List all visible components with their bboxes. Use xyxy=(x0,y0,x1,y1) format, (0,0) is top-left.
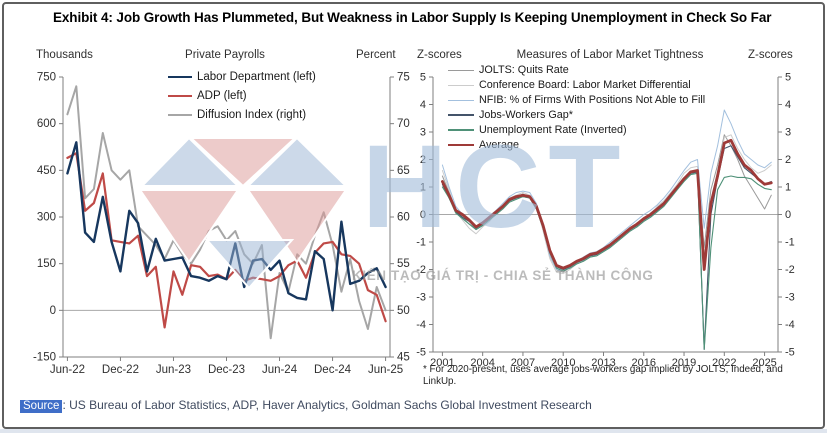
source-chip: Source xyxy=(20,400,63,413)
right-tick-label: 75 xyxy=(397,72,410,84)
legend-label: NFIB: % of Firms With Positions Not Able… xyxy=(479,94,706,106)
left-tick-label: 600 xyxy=(37,118,56,130)
left-chart-legend: Labor Department (left) ADP (left) Diffusi… xyxy=(168,71,316,121)
right-tick-label: 45 xyxy=(397,352,410,364)
right-tick-label: 4 xyxy=(785,99,791,111)
right-tick-label: 70 xyxy=(397,118,410,130)
left-chart-units-label: Thousands xyxy=(36,49,93,61)
legend-item: JOLTS: Quits Rate xyxy=(448,64,705,76)
left-tick-label: 0 xyxy=(420,209,426,221)
right-tick-label: 0 xyxy=(785,209,791,221)
legend-swatch xyxy=(448,114,474,116)
x-tick-label: Jun-25 xyxy=(368,364,403,376)
legend-item: Labor Department (left) xyxy=(168,71,316,83)
series-labor-department-left xyxy=(66,141,387,312)
x-tick-label: Jun-22 xyxy=(50,364,85,376)
right-tick-label: 55 xyxy=(397,258,410,270)
series-diffusion-index-right xyxy=(66,85,387,340)
right-tick-label: -3 xyxy=(785,292,795,304)
x-tick-label: 2013 xyxy=(591,357,615,369)
legend-label: Diffusion Index (right) xyxy=(197,109,307,121)
right-chart-left-units-label: Z-scores xyxy=(417,49,462,61)
left-tick-label: 0 xyxy=(50,305,56,317)
left-tick-label: 3 xyxy=(420,127,426,139)
left-tick-label: 2 xyxy=(420,154,426,166)
right-tick-label: 1 xyxy=(785,182,791,194)
labor-market-tightness-chart: 5 4 3 2 1 0 -1 -2 -3 -4 -5 5 4 3 2 1 0 -1 -2 -3 -4 -5 2001 2004… xyxy=(416,72,795,370)
legend-swatch xyxy=(448,129,474,131)
legend-swatch xyxy=(448,99,474,101)
x-tick-label: Jun-24 xyxy=(262,364,298,376)
left-tick-label: -4 xyxy=(416,319,426,331)
left-tick-label: -1 xyxy=(416,237,426,249)
right-tick-label: 2 xyxy=(785,154,791,166)
left-tick-label: 750 xyxy=(37,72,56,84)
right-tick-label: 50 xyxy=(397,305,410,317)
right-tick-label: 60 xyxy=(397,212,410,224)
left-tick-label: 4 xyxy=(420,99,426,111)
x-tick-label: Dec-23 xyxy=(208,364,245,376)
x-tick-label: 2022 xyxy=(712,357,736,369)
legend-item: Conference Board: Labor Market Different… xyxy=(448,79,705,91)
x-tick-label: Dec-22 xyxy=(102,364,139,376)
legend-label: Labor Department (left) xyxy=(197,71,316,83)
right-tick-label: -1 xyxy=(785,237,795,249)
left-tick-label: -2 xyxy=(416,264,426,276)
legend-item: Average xyxy=(448,139,705,151)
right-tick-label: 65 xyxy=(397,165,410,177)
left-tick-label: -150 xyxy=(33,352,56,364)
legend-swatch xyxy=(168,94,192,98)
right-tick-label: -5 xyxy=(785,347,795,359)
x-tick-label: 2007 xyxy=(511,357,535,369)
left-chart-title: Private Payrolls xyxy=(185,49,265,61)
left-chart-right-units-label: Percent xyxy=(356,49,396,61)
x-tick-label: 2010 xyxy=(551,357,575,369)
source-text: : US Bureau of Labor Statistics, ADP, Ha… xyxy=(62,398,592,412)
legend-label: ADP (left) xyxy=(197,90,247,102)
exhibit-title: Exhibit 4: Job Growth Has Plummeted, But… xyxy=(53,10,772,25)
x-tick-label: Dec-24 xyxy=(314,364,352,376)
legend-swatch xyxy=(168,114,192,116)
x-tick-label: 2019 xyxy=(672,357,696,369)
legend-item: NFIB: % of Firms With Positions Not Able… xyxy=(448,94,705,106)
legend-label: JOLTS: Quits Rate xyxy=(479,64,569,76)
bottom-strip xyxy=(0,429,827,433)
left-tick-label: 450 xyxy=(37,165,56,177)
legend-label: Conference Board: Labor Market Different… xyxy=(479,79,691,91)
legend-item: Diffusion Index (right) xyxy=(168,109,316,121)
right-chart-right-units-label: Z-scores xyxy=(748,49,793,61)
x-tick-label: 2001 xyxy=(430,357,454,369)
legend-swatch xyxy=(448,143,474,147)
x-tick-label: 2004 xyxy=(470,357,494,369)
left-tick-label: 300 xyxy=(37,212,56,224)
left-tick-label: 150 xyxy=(37,258,56,270)
legend-item: ADP (left) xyxy=(168,90,316,102)
right-tick-label: 5 xyxy=(785,72,791,84)
left-tick-label: 1 xyxy=(420,182,426,194)
left-tick-label: -5 xyxy=(416,347,426,359)
legend-swatch xyxy=(168,75,192,79)
source-line: Source: US Bureau of Labor Statistics, A… xyxy=(20,398,592,413)
x-tick-label: 2025 xyxy=(752,357,776,369)
left-tick-label: 5 xyxy=(420,72,426,84)
x-tick-label: 2016 xyxy=(632,357,656,369)
legend-item: Unemployment Rate (Inverted) xyxy=(448,124,705,136)
legend-item: Jobs-Workers Gap* xyxy=(448,109,705,121)
legend-label: Average xyxy=(479,139,520,151)
x-tick-label: Jun-23 xyxy=(156,364,191,376)
right-chart-title: Measures of Labor Market Tightness xyxy=(516,49,704,61)
legend-label: Unemployment Rate (Inverted) xyxy=(479,124,627,136)
right-tick-label: -4 xyxy=(785,319,795,331)
legend-swatch xyxy=(448,84,474,86)
right-tick-label: -2 xyxy=(785,264,795,276)
right-tick-label: 3 xyxy=(785,127,791,139)
legend-swatch xyxy=(448,69,474,71)
chart-footnote: * For 2020-present, uses average jobs-wo… xyxy=(423,364,783,387)
right-chart-legend: JOLTS: Quits Rate Conference Board: Labor… xyxy=(448,64,705,151)
series-unemployment-rate-inverted xyxy=(441,172,772,350)
left-tick-label: -3 xyxy=(416,292,426,304)
series-average xyxy=(440,138,773,271)
legend-label: Jobs-Workers Gap* xyxy=(479,109,574,121)
